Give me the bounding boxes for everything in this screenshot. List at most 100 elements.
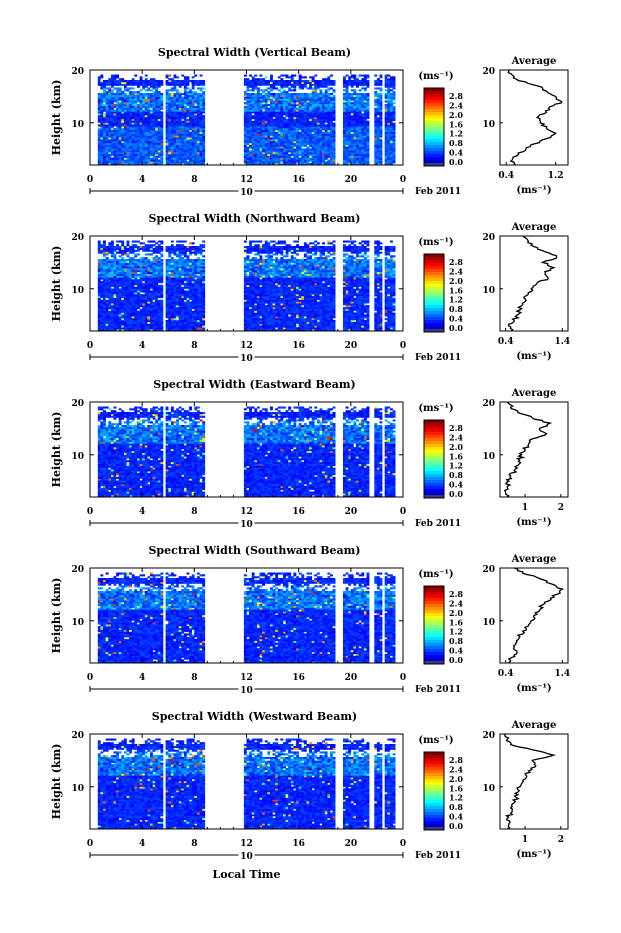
heatmap-cell <box>184 148 187 150</box>
heatmap-cell <box>351 93 354 95</box>
heatmap-cell <box>377 87 380 89</box>
heatmap-cell <box>260 102 263 104</box>
heatmap-cell <box>194 134 197 136</box>
heatmap-cell <box>124 93 127 95</box>
heatmap-cell <box>247 123 250 125</box>
heatmap-cell <box>283 93 286 95</box>
heatmap-cell <box>124 99 127 101</box>
heatmap-cell <box>278 128 281 130</box>
heatmap-cell <box>270 128 273 130</box>
heatmap-cell <box>293 119 296 121</box>
heatmap-cell <box>374 143 377 145</box>
heatmap-cell <box>286 148 289 150</box>
heatmap-cell <box>356 161 359 163</box>
heatmap-cell <box>179 150 182 152</box>
heatmap-cell <box>249 117 252 119</box>
heatmap-cell <box>361 106 364 108</box>
heatmap-cell <box>353 124 356 126</box>
heatmap-cell <box>155 110 158 112</box>
heatmap-cell <box>140 313 143 315</box>
heatmap-cell <box>390 110 393 112</box>
heatmap-cell <box>244 108 247 110</box>
heatmap-cell <box>288 130 291 132</box>
heatmap-cell <box>367 123 370 125</box>
heatmap-cell <box>317 110 320 112</box>
heatmap-cell <box>197 148 200 150</box>
heatmap-cell <box>194 128 197 130</box>
heatmap-cell <box>98 270 101 272</box>
heatmap-cell <box>252 86 255 88</box>
heatmap-cell <box>140 132 143 134</box>
heatmap-cell <box>320 110 323 112</box>
heatmap-cell <box>132 292 135 294</box>
heatmap-cell <box>103 115 106 117</box>
heatmap-cell <box>134 117 137 119</box>
heatmap-cell <box>330 132 333 134</box>
heatmap-cell <box>142 95 145 97</box>
heatmap-cell <box>119 110 122 112</box>
heatmap-cell <box>343 145 346 147</box>
heatmap-cell <box>247 148 250 150</box>
heatmap-cell <box>346 117 349 119</box>
heatmap-cell <box>265 145 268 147</box>
heatmap-cell <box>283 141 286 143</box>
heatmap-cell <box>327 161 330 163</box>
colorbar-band <box>424 151 444 154</box>
heatmap-cell <box>327 100 330 102</box>
heatmap-cell <box>132 147 135 149</box>
heatmap-cell <box>121 123 124 125</box>
heatmap-cell <box>160 154 163 156</box>
heatmap-cell <box>100 117 103 119</box>
heatmap-cell <box>100 104 103 106</box>
heatmap-cell <box>267 137 270 139</box>
heatmap-cell <box>385 75 388 77</box>
heatmap-cell <box>301 124 304 126</box>
heatmap-cell <box>134 110 137 112</box>
heatmap-cell <box>296 84 299 86</box>
heatmap-cell <box>132 303 135 305</box>
heatmap-cell <box>293 160 296 162</box>
heatmap-cell <box>158 148 161 150</box>
heatmap-cell <box>127 300 130 302</box>
heatmap-cell <box>108 158 111 160</box>
heatmap-cell <box>301 117 304 119</box>
heatmap-cell <box>293 117 296 119</box>
heatmap-cell <box>252 99 255 101</box>
heatmap-cell <box>301 130 304 132</box>
heatmap-cell <box>119 279 122 281</box>
heatmap-cell <box>150 110 153 112</box>
heatmap-cell <box>100 82 103 84</box>
heatmap-cell <box>108 152 111 154</box>
heatmap-cell <box>114 111 117 113</box>
heatmap-cell <box>147 137 150 139</box>
heatmap-cell <box>312 134 315 136</box>
heatmap-cell <box>322 132 325 134</box>
heatmap-cell <box>283 160 286 162</box>
heatmap-cell <box>322 80 325 82</box>
heatmap-cell <box>275 115 278 117</box>
heatmap-cell <box>134 82 137 84</box>
heatmap-cell <box>124 311 127 313</box>
heatmap-cell <box>160 148 163 150</box>
heatmap-cell <box>314 126 317 128</box>
heatmap-cell <box>116 270 119 272</box>
heatmap-cell <box>119 145 122 147</box>
heatmap-cell <box>129 108 132 110</box>
heatmap-cell <box>265 89 268 91</box>
heatmap-cell <box>111 294 114 296</box>
heatmap-cell <box>296 95 299 97</box>
heatmap-cell <box>273 124 276 126</box>
heatmap-cell <box>153 123 156 125</box>
heatmap-cell <box>174 141 177 143</box>
heatmap-cell <box>150 119 153 121</box>
heatmap-cell <box>343 143 346 145</box>
heatmap-cell <box>299 141 302 143</box>
heatmap-cell <box>275 80 278 82</box>
heatmap-cell <box>155 97 158 99</box>
heatmap-cell <box>100 250 103 252</box>
heatmap-cell <box>187 145 190 147</box>
heatmap-cell <box>299 102 302 104</box>
heatmap-cell <box>325 78 328 80</box>
heatmap-cell <box>98 156 101 158</box>
heatmap-cell <box>100 289 103 291</box>
